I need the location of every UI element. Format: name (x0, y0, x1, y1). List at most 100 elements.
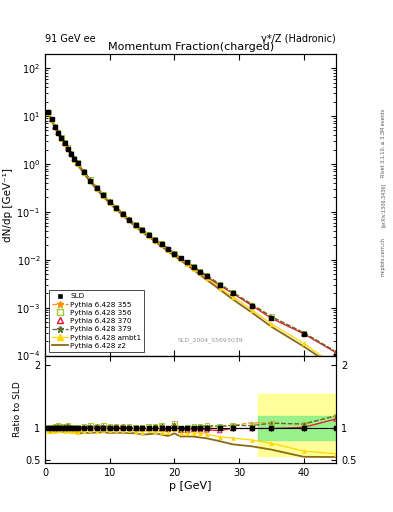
Point (74, 423, 81, 432)
Point (197, 267, 204, 275)
Point (152, 422, 158, 430)
Point (71, 424, 77, 433)
Point (145, 422, 152, 431)
Point (178, 424, 184, 433)
Point (52, 122, 58, 131)
Point (158, 239, 165, 247)
Point (81, 167, 87, 176)
Point (301, 447, 307, 455)
Point (178, 424, 184, 433)
Point (107, 422, 113, 431)
Point (249, 302, 255, 310)
Point (197, 429, 204, 437)
Point (48, 424, 55, 433)
Point (217, 280, 223, 288)
Point (301, 329, 307, 337)
Point (94, 422, 100, 431)
Point (204, 426, 210, 434)
Point (100, 421, 107, 430)
Point (230, 424, 236, 433)
Point (191, 263, 197, 271)
Point (333, 415, 339, 423)
Point (65, 421, 71, 430)
Point (61, 138, 68, 146)
Point (65, 144, 71, 152)
Point (217, 426, 223, 435)
Point (165, 245, 171, 253)
Point (74, 423, 81, 432)
Point (61, 138, 68, 146)
Point (71, 428, 77, 436)
Point (152, 235, 158, 243)
Point (61, 422, 68, 430)
Point (204, 421, 210, 430)
Point (126, 215, 132, 223)
Point (58, 424, 64, 433)
Point (145, 231, 152, 239)
Point (152, 422, 158, 430)
Point (132, 424, 139, 433)
Point (45, 108, 51, 116)
Point (94, 422, 100, 431)
Point (230, 288, 236, 296)
Point (45, 423, 51, 432)
Point (132, 222, 139, 230)
Point (204, 271, 210, 280)
Point (132, 423, 139, 432)
Point (65, 143, 71, 152)
Point (126, 215, 132, 223)
Point (191, 265, 197, 273)
Point (145, 424, 152, 433)
Point (333, 412, 339, 420)
Point (87, 423, 94, 431)
Point (74, 428, 81, 436)
Point (81, 422, 87, 431)
Point (119, 209, 126, 218)
Point (268, 312, 275, 321)
Point (107, 424, 113, 433)
Point (230, 421, 236, 430)
Point (52, 122, 58, 130)
Point (68, 424, 74, 433)
Point (45, 108, 51, 116)
Point (107, 422, 113, 431)
Point (268, 424, 275, 433)
Point (171, 249, 178, 257)
Point (58, 135, 64, 143)
Point (87, 176, 94, 184)
Point (126, 422, 132, 431)
Point (171, 424, 178, 433)
Point (184, 426, 191, 434)
Point (152, 424, 158, 433)
Point (100, 190, 107, 199)
Point (45, 108, 51, 116)
Point (81, 422, 87, 431)
Point (55, 128, 61, 136)
Point (65, 143, 71, 152)
Point (158, 424, 165, 433)
Point (126, 422, 132, 431)
Point (191, 263, 197, 271)
Point (178, 424, 184, 433)
Point (184, 259, 191, 267)
Point (171, 419, 178, 428)
Point (52, 422, 58, 431)
Point (230, 288, 236, 296)
Point (191, 424, 197, 433)
Point (139, 428, 145, 436)
Point (87, 421, 94, 430)
Point (184, 423, 191, 432)
Point (204, 271, 210, 280)
Point (87, 426, 94, 434)
Point (45, 427, 51, 435)
Point (45, 423, 51, 432)
Point (81, 423, 87, 432)
Point (158, 239, 165, 247)
Point (217, 422, 223, 431)
Point (113, 422, 119, 430)
Point (68, 150, 74, 158)
Point (197, 269, 204, 278)
Point (145, 230, 152, 239)
Point (113, 203, 119, 211)
Point (87, 421, 94, 430)
